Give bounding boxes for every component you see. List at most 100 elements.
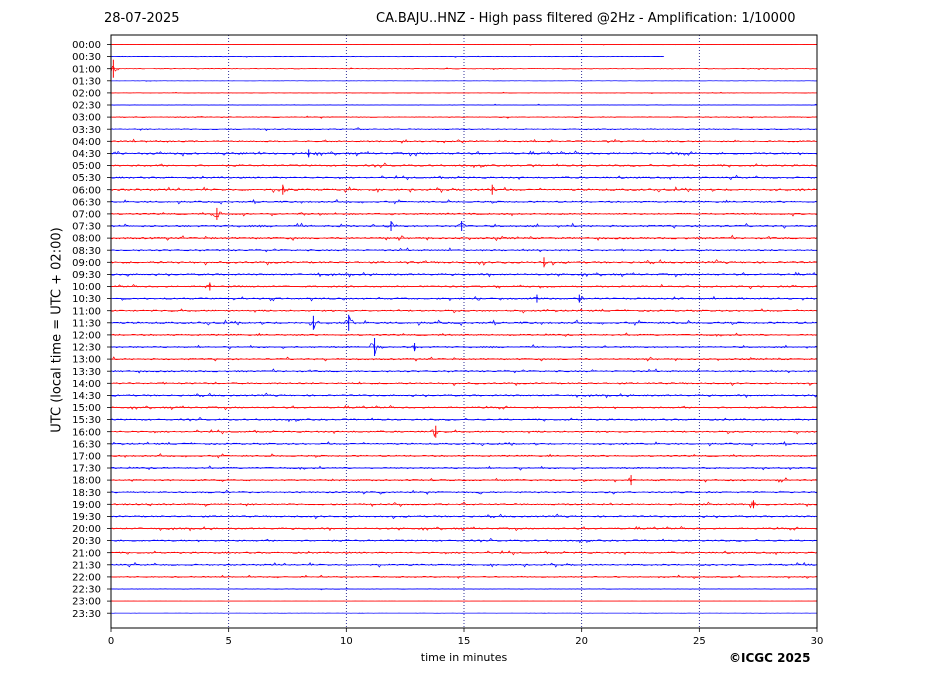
trace-2000 [110, 525, 818, 532]
trace-0430 [110, 150, 818, 157]
trace-1930 [110, 513, 818, 520]
y-tick-label: 03:30 [72, 125, 101, 136]
trace-0230 [110, 103, 818, 106]
y-tick-label: 02:00 [72, 89, 101, 100]
trace-1130 [110, 315, 818, 330]
y-tick-label: 06:00 [72, 185, 101, 196]
y-tick-label: 05:30 [72, 173, 101, 184]
y-tick-label: 09:30 [72, 270, 101, 281]
y-tick-label: 23:30 [72, 609, 101, 620]
trace-0700 [111, 211, 818, 218]
x-tick-label: 5 [225, 636, 231, 647]
trace-0400 [110, 138, 818, 144]
y-tick-label: 07:00 [72, 210, 101, 221]
y-tick-label: 04:00 [72, 137, 101, 148]
copyright-label: ©ICGC 2025 [729, 651, 811, 665]
y-tick-label: 21:00 [72, 548, 101, 559]
trace-0100 [110, 65, 818, 73]
trace-0930 [110, 271, 818, 278]
trace-1600 [110, 429, 818, 438]
trace-1800 [110, 477, 818, 483]
y-tick-label: 21:30 [72, 560, 101, 571]
y-tick-label: 19:30 [72, 512, 101, 523]
trace-0300 [110, 115, 818, 119]
x-tick-label: 20 [575, 636, 588, 647]
trace-0200 [110, 91, 817, 94]
trace-0830 [110, 247, 818, 253]
x-tick-label: 0 [108, 636, 114, 647]
trace-1330 [110, 368, 818, 374]
trace-1000 [110, 283, 818, 290]
trace-2100 [110, 550, 818, 556]
x-tick-label: 15 [458, 636, 471, 647]
y-tick-label: 10:00 [72, 282, 101, 293]
x-axis-label: time in minutes [420, 651, 508, 664]
y-tick-label: 17:00 [72, 452, 101, 463]
trace-1500 [110, 404, 818, 411]
y-tick-label: 19:00 [72, 500, 101, 511]
x-tick-label: 25 [693, 636, 706, 647]
y-tick-label: 03:00 [72, 113, 101, 124]
y-tick-label: 12:30 [72, 343, 101, 354]
y-tick-label: 09:00 [72, 258, 101, 269]
y-tick-label: 11:00 [72, 306, 101, 317]
y-tick-label: 01:00 [72, 64, 101, 75]
y-tick-label: 07:30 [72, 222, 101, 233]
trace-layer [110, 43, 818, 614]
y-tick-label: 20:30 [72, 536, 101, 547]
trace-1430 [110, 392, 818, 399]
y-tick-label: 00:00 [72, 40, 101, 51]
date-label: 28-07-2025 [104, 11, 180, 26]
y-tick-label: 13:00 [72, 355, 101, 366]
trace-2130 [110, 561, 818, 568]
y-tick-label: 17:30 [72, 464, 101, 475]
y-tick-label: 13:30 [72, 367, 101, 378]
y-tick-label: 22:00 [72, 573, 101, 584]
trace-0630 [110, 198, 818, 205]
x-tick-label: 10 [340, 636, 353, 647]
x-tick-label: 30 [811, 636, 824, 647]
y-tick-label: 06:30 [72, 197, 101, 208]
y-tick-label: 08:30 [72, 246, 101, 257]
trace-1830 [111, 489, 818, 495]
trace-1900 [110, 501, 817, 509]
trace-1300 [110, 356, 818, 362]
trace-2230 [110, 588, 818, 591]
y-tick-label: 18:30 [72, 488, 101, 499]
y-tick-label: 15:30 [72, 415, 101, 426]
trace-0530 [110, 174, 818, 181]
y-tick-label: 10:30 [72, 294, 101, 305]
trace-2200 [110, 574, 818, 579]
y-tick-label: 16:00 [72, 427, 101, 438]
trace-0330 [110, 127, 818, 132]
y-tick-label: 20:00 [72, 524, 101, 535]
trace-1100 [110, 308, 818, 314]
y-tick-label: 08:00 [72, 234, 101, 245]
trace-1400 [110, 381, 818, 387]
trace-1200 [110, 332, 818, 337]
trace-0600 [110, 185, 818, 194]
y-tick-label: 04:30 [72, 149, 101, 160]
grid-layer [228, 35, 700, 628]
trace-0030 [110, 55, 664, 58]
y-tick-label: 16:30 [72, 439, 101, 450]
y-tick-label: 15:00 [72, 403, 101, 414]
chart-title: CA.BAJU..HNZ - High pass filtered @2Hz -… [376, 11, 796, 26]
trace-2030 [111, 537, 818, 544]
y-tick-label: 14:30 [72, 391, 101, 402]
y-tick-label: 22:30 [72, 585, 101, 596]
trace-0500 [110, 162, 818, 169]
trace-1530 [111, 416, 818, 423]
trace-1030 [110, 295, 818, 303]
trace-0730 [111, 221, 818, 229]
trace-1230 [110, 343, 818, 355]
trace-0130 [110, 80, 818, 82]
y-tick-label: 14:00 [72, 379, 101, 390]
trace-0800 [110, 234, 818, 242]
trace-1630 [110, 440, 817, 447]
y-tick-label: 12:00 [72, 331, 101, 342]
trace-0900 [110, 259, 818, 267]
y-tick-label: 02:30 [72, 101, 101, 112]
